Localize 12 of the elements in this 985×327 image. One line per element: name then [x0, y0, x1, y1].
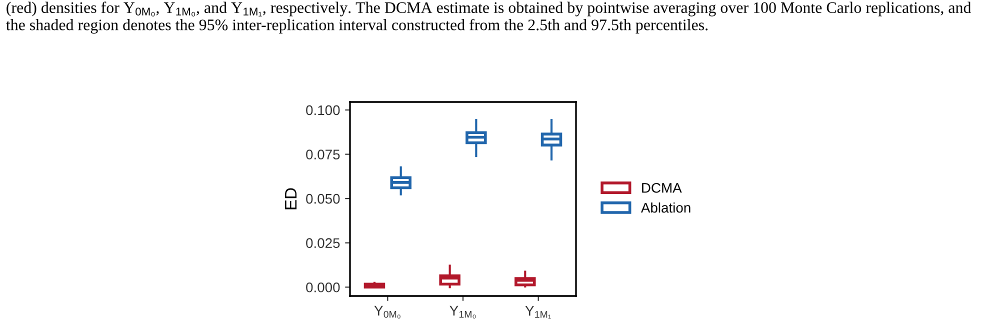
legend-label: DCMA [642, 182, 682, 193]
x-tick-label: Y$_{1M₀}$ [450, 306, 476, 319]
y-tick-label: 0.075 [306, 150, 340, 160]
y-tick-label: 0.100 [306, 105, 340, 116]
x-tick-label: Y$_{0M₀}$ [374, 306, 400, 319]
y-tick-label: 0.050 [306, 194, 340, 204]
y-axis-title: ED [285, 188, 297, 210]
text: (red) densities for Y$_{0M₀}$, Y$_{1M₀}$, and Y$_{1M₁}$, respectively. The DCMA estimate is obtained by pointwise averaging over 100 Monte Carlo replications, and the shaded region denotes the 95% inter-replication interval constructed from the 2.5th and 97.5th percentiles. [6, 2, 972, 34]
x-tick-label: Y$_{1M₁}$ [525, 306, 551, 319]
y-tick-label: 0.000 [306, 282, 340, 292]
y-tick-label: 0.025 [306, 238, 340, 248]
legend-label: Ablation [640, 202, 690, 213]
